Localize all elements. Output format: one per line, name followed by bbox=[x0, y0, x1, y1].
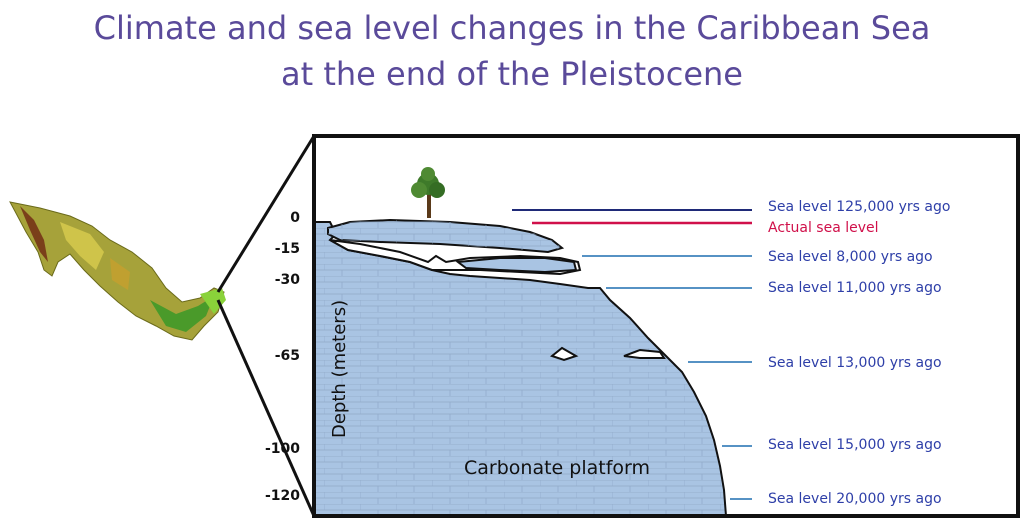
axis-tick-65: -65 bbox=[275, 348, 300, 364]
carbonate-platform-label: Carbonate platform bbox=[464, 457, 650, 479]
sea-level-label-15000: Sea level 15,000 yrs ago bbox=[768, 437, 942, 453]
tree-icon bbox=[411, 167, 445, 218]
axis-tick-120: -120 bbox=[265, 488, 300, 504]
axis-tick-15: -15 bbox=[275, 241, 300, 257]
sea-level-label-11000: Sea level 11,000 yrs ago bbox=[768, 280, 942, 296]
axis-tick-30: -30 bbox=[275, 272, 301, 288]
title-line-1: Climate and sea level changes in the Car… bbox=[93, 9, 931, 47]
mexico-map-icon bbox=[9, 201, 226, 341]
axis-tick-100: -100 bbox=[265, 441, 300, 457]
axis-tick-0: 0 bbox=[290, 210, 300, 226]
zoom-frame bbox=[312, 134, 1020, 518]
sea-level-label-actual: Actual sea level bbox=[768, 220, 879, 236]
title-line-2: at the end of the Pleistocene bbox=[281, 55, 743, 93]
depth-axis-label: Depth (meters) bbox=[329, 300, 350, 438]
sea-level-label-20000: Sea level 20,000 yrs ago bbox=[768, 491, 942, 507]
sea-level-label-13000: Sea level 13,000 yrs ago bbox=[768, 355, 942, 371]
sea-level-label-8000: Sea level 8,000 yrs ago bbox=[768, 249, 933, 265]
sea-level-label-125000: Sea level 125,000 yrs ago bbox=[768, 199, 950, 215]
